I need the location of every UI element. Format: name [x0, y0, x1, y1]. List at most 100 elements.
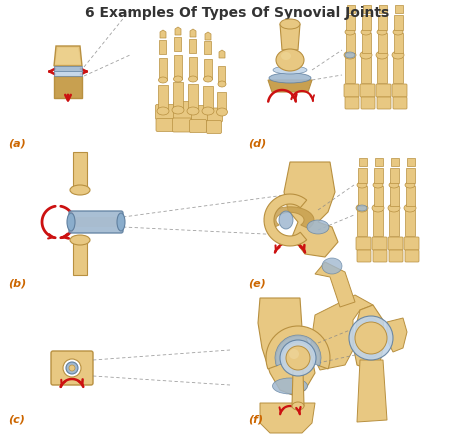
Bar: [73, 152, 87, 190]
Bar: [347, 5, 355, 13]
Bar: [345, 57, 355, 83]
Wedge shape: [266, 326, 330, 369]
FancyBboxPatch shape: [372, 237, 387, 250]
FancyBboxPatch shape: [190, 120, 207, 133]
Bar: [393, 57, 403, 83]
Circle shape: [289, 349, 299, 359]
Ellipse shape: [405, 182, 415, 188]
Circle shape: [355, 322, 387, 354]
Bar: [190, 39, 197, 53]
FancyBboxPatch shape: [404, 237, 419, 250]
FancyBboxPatch shape: [361, 97, 375, 109]
Polygon shape: [266, 207, 314, 228]
Ellipse shape: [344, 51, 356, 59]
FancyBboxPatch shape: [344, 84, 359, 97]
Ellipse shape: [372, 204, 384, 212]
Polygon shape: [284, 162, 338, 257]
Bar: [189, 57, 197, 79]
Bar: [203, 86, 213, 111]
Polygon shape: [315, 262, 355, 307]
Circle shape: [69, 365, 75, 371]
Bar: [346, 33, 355, 53]
Polygon shape: [54, 76, 82, 98]
FancyBboxPatch shape: [69, 211, 123, 233]
Ellipse shape: [345, 52, 355, 58]
Bar: [363, 5, 371, 13]
Polygon shape: [219, 50, 225, 58]
Circle shape: [286, 346, 310, 370]
FancyBboxPatch shape: [376, 84, 391, 97]
Bar: [373, 210, 383, 236]
Ellipse shape: [389, 182, 399, 188]
Polygon shape: [280, 24, 300, 50]
Polygon shape: [353, 305, 385, 370]
Ellipse shape: [276, 49, 304, 71]
Bar: [357, 210, 367, 236]
Bar: [374, 186, 383, 206]
Bar: [378, 33, 387, 53]
FancyBboxPatch shape: [356, 237, 371, 250]
Ellipse shape: [273, 378, 308, 394]
Bar: [174, 55, 182, 79]
Polygon shape: [258, 298, 315, 396]
Polygon shape: [260, 403, 315, 433]
Ellipse shape: [345, 29, 355, 35]
Polygon shape: [268, 80, 312, 92]
Ellipse shape: [279, 211, 293, 229]
Bar: [377, 57, 387, 83]
Polygon shape: [310, 295, 373, 370]
Polygon shape: [264, 194, 307, 246]
Bar: [346, 15, 355, 30]
Polygon shape: [205, 32, 211, 40]
Bar: [358, 186, 367, 206]
FancyBboxPatch shape: [208, 108, 222, 122]
Bar: [391, 158, 399, 166]
Text: (b): (b): [8, 278, 26, 288]
Text: (d): (d): [248, 138, 266, 148]
FancyBboxPatch shape: [155, 105, 174, 120]
Ellipse shape: [376, 51, 388, 59]
Ellipse shape: [173, 76, 182, 82]
Bar: [218, 92, 227, 112]
Ellipse shape: [70, 185, 90, 195]
Bar: [407, 158, 415, 166]
Bar: [361, 57, 371, 83]
FancyBboxPatch shape: [207, 121, 221, 134]
Bar: [394, 15, 403, 30]
Ellipse shape: [404, 204, 416, 212]
Bar: [375, 158, 383, 166]
Polygon shape: [160, 30, 166, 38]
Bar: [395, 5, 403, 13]
Polygon shape: [54, 46, 82, 66]
Ellipse shape: [203, 76, 212, 82]
Ellipse shape: [172, 106, 184, 114]
Bar: [188, 84, 198, 111]
Polygon shape: [175, 27, 181, 35]
Bar: [362, 15, 371, 30]
FancyBboxPatch shape: [388, 237, 403, 250]
Bar: [358, 168, 367, 183]
Bar: [405, 210, 415, 236]
Polygon shape: [54, 66, 82, 71]
Polygon shape: [55, 48, 81, 64]
Ellipse shape: [218, 81, 226, 87]
Bar: [204, 41, 211, 54]
FancyBboxPatch shape: [389, 250, 403, 262]
Bar: [158, 85, 168, 111]
Ellipse shape: [273, 66, 307, 74]
Bar: [389, 210, 399, 236]
Circle shape: [66, 362, 78, 374]
Bar: [174, 37, 182, 51]
Circle shape: [63, 359, 81, 377]
Ellipse shape: [157, 107, 169, 115]
Bar: [406, 168, 415, 183]
Text: (e): (e): [248, 278, 266, 288]
FancyBboxPatch shape: [392, 84, 407, 97]
Ellipse shape: [361, 318, 381, 358]
Text: (c): (c): [8, 415, 25, 425]
Text: (f): (f): [248, 415, 263, 425]
Ellipse shape: [158, 77, 167, 83]
Bar: [173, 82, 183, 110]
Ellipse shape: [357, 182, 367, 188]
FancyBboxPatch shape: [173, 101, 192, 118]
